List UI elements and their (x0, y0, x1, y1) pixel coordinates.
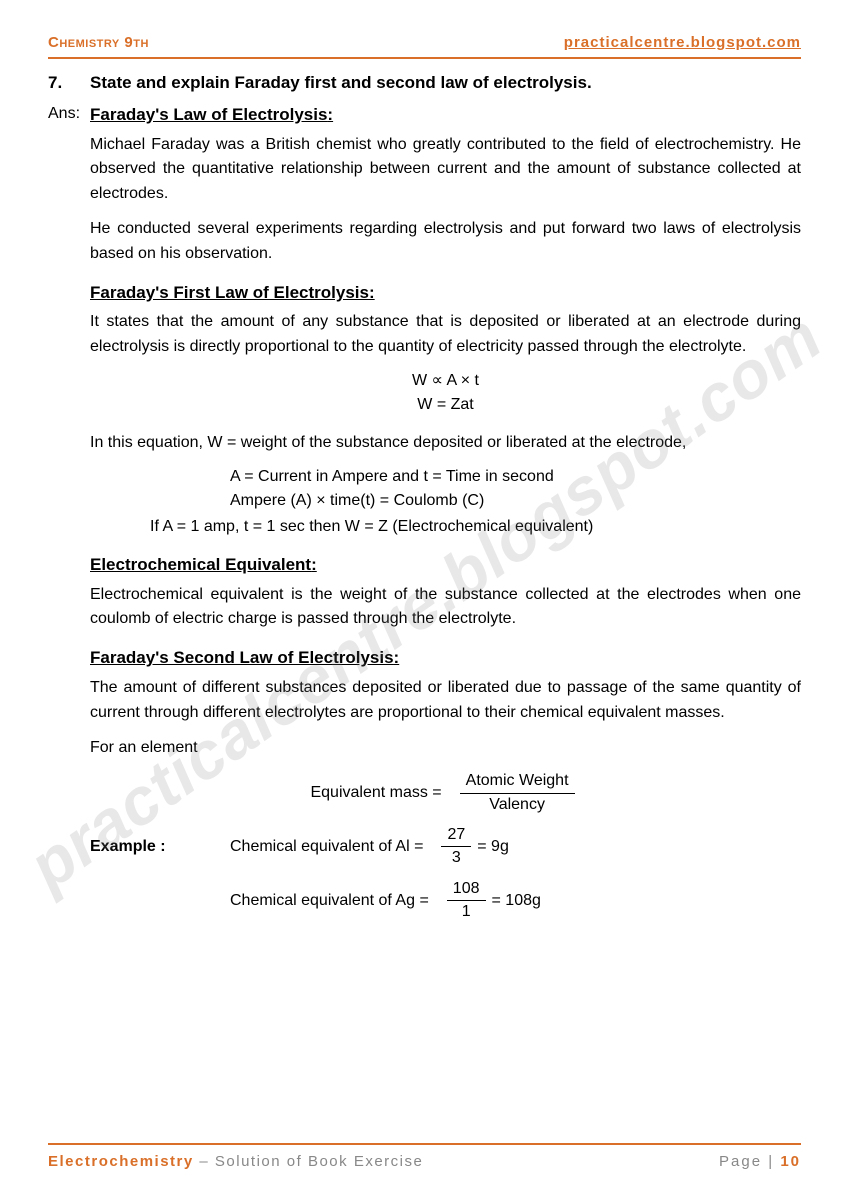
frac-ag-top: 108 (447, 878, 486, 901)
example-row-2: Chemical equivalent of Ag = 108 1 = 108g (90, 878, 801, 924)
para-1: Michael Faraday was a British chemist wh… (90, 133, 801, 207)
header-url[interactable]: practicalcentre.blogspot.com (564, 32, 801, 53)
page-footer: Electrochemistry – Solution of Book Exer… (48, 1143, 801, 1172)
equation-mass: Equivalent mass = Atomic Weight Valency (90, 770, 801, 816)
subheading-1: Faraday's Law of Electrolysis: (90, 103, 801, 127)
frac-top: Atomic Weight (460, 770, 575, 793)
frac-bot: Valency (483, 794, 551, 816)
equation-3: A = Current in Ampere and t = Time in se… (90, 466, 801, 488)
question-row: 7. State and explain Faraday first and s… (48, 71, 801, 95)
fraction-mass: Atomic Weight Valency (460, 770, 575, 816)
subheading-4: Faraday's Second Law of Electrolysis: (90, 646, 801, 670)
equation-1: W ∝ A × t (90, 370, 801, 392)
frac-al-top: 27 (441, 824, 471, 847)
ex2-result: = 108g (492, 890, 541, 912)
fraction-al: 27 3 (441, 824, 471, 870)
footer-chapter: Electrochemistry (48, 1153, 194, 1170)
answer-content: Faraday's Law of Electrolysis: Michael F… (90, 103, 801, 932)
question-number: 7. (48, 71, 90, 95)
para-4: In this equation, W = weight of the subs… (90, 431, 801, 456)
equation-4: Ampere (A) × time(t) = Coulomb (C) (90, 490, 801, 512)
para-6: The amount of different substances depos… (90, 676, 801, 726)
ex1-result: = 9g (477, 836, 509, 858)
page-header: Chemistry 9th practicalcentre.blogspot.c… (48, 32, 801, 59)
ex2-text: Chemical equivalent of Ag = (230, 890, 429, 912)
answer-label: Ans: (48, 103, 90, 932)
equation-block-1: W ∝ A × t W = Zat (90, 370, 801, 417)
example-label: Example : (90, 836, 200, 858)
footer-left: Electrochemistry – Solution of Book Exer… (48, 1151, 423, 1172)
para-5: Electrochemical equivalent is the weight… (90, 583, 801, 633)
fraction-ag: 108 1 (447, 878, 486, 924)
equation-5: If A = 1 amp, t = 1 sec then W = Z (Elec… (90, 516, 801, 538)
eqm-lhs: Equivalent mass = (310, 782, 441, 804)
ex1-text: Chemical equivalent of Al = (230, 836, 423, 858)
para-3: It states that the amount of any substan… (90, 310, 801, 360)
subheading-2: Faraday's First Law of Electrolysis: (90, 281, 801, 305)
subheading-3: Electrochemical Equivalent: (90, 553, 801, 577)
footer-page-label: Page | (719, 1153, 780, 1170)
answer-row: Ans: Faraday's Law of Electrolysis: Mich… (48, 103, 801, 932)
question-text: State and explain Faraday first and seco… (90, 71, 801, 95)
footer-subtitle: – Solution of Book Exercise (194, 1153, 424, 1170)
equation-2: W = Zat (90, 394, 801, 416)
para-7: For an element (90, 736, 801, 761)
frac-al-bot: 3 (446, 847, 467, 869)
footer-right: Page | 10 (719, 1151, 801, 1172)
example-row-1: Example : Chemical equivalent of Al = 27… (90, 824, 801, 870)
footer-page-num: 10 (780, 1153, 801, 1170)
header-subject: Chemistry 9th (48, 32, 149, 53)
frac-ag-bot: 1 (456, 901, 477, 923)
para-2: He conducted several experiments regardi… (90, 217, 801, 267)
